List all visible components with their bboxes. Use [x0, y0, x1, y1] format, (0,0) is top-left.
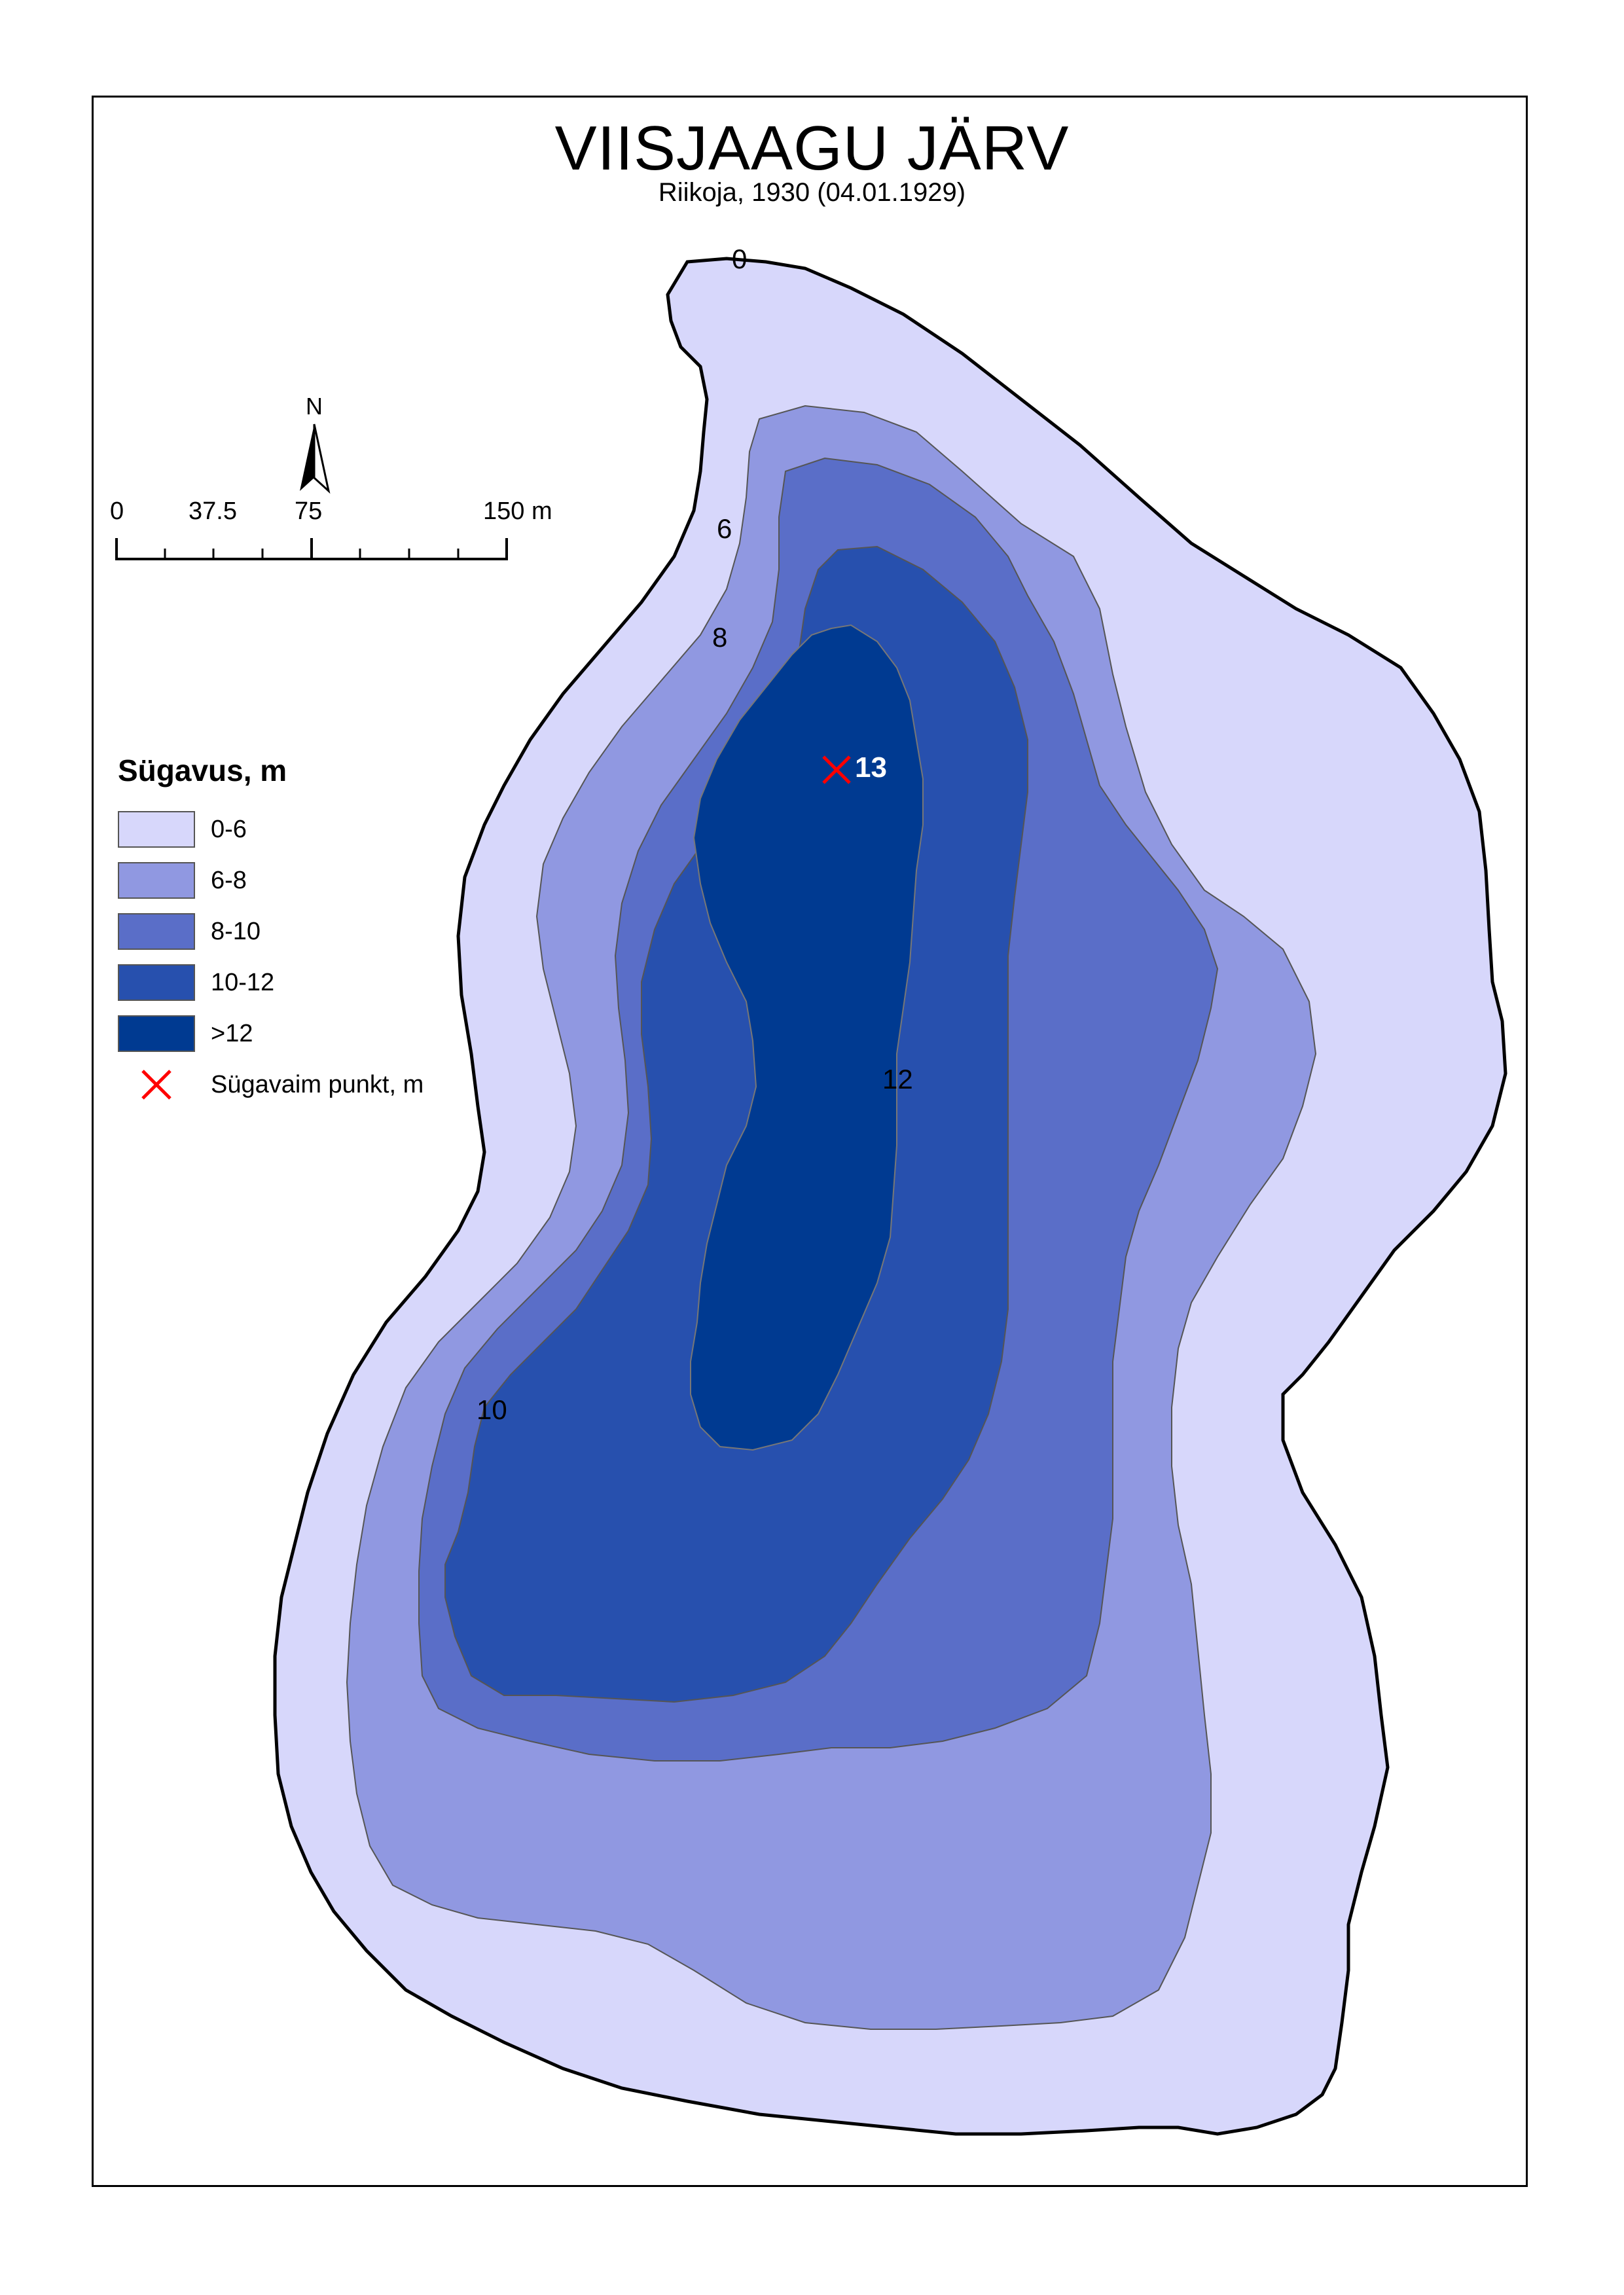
legend-label-0-6: 0-6: [211, 815, 247, 843]
contour-label-0: 0: [732, 244, 748, 274]
legend-swatch-over-12: [118, 1015, 195, 1052]
legend-item-deepest-point: Sügavaim punkt, m: [118, 1059, 511, 1110]
scale-tick-0: 0: [110, 497, 124, 525]
legend-label-deepest-point: Sügavaim punkt, m: [211, 1070, 424, 1098]
scale-tick-150: 150 m: [483, 497, 552, 525]
legend-label-over-12: >12: [211, 1019, 253, 1047]
contour-label-12: 12: [882, 1064, 913, 1094]
scale-bar-graphic: [115, 538, 508, 560]
legend-swatch-10-12: [118, 964, 195, 1001]
scale-bar: 0 37.5 75 150 m: [105, 497, 552, 569]
map-title: VIISJAAGU JÄRV: [554, 113, 1070, 183]
deepest-point-value: 13: [855, 751, 887, 784]
contour-label-6: 6: [717, 513, 732, 544]
map-subtitle: Riikoja, 1930 (04.01.1929): [658, 178, 966, 207]
legend-item-0-6: 0-6: [118, 804, 511, 855]
legend-swatch-6-8: [118, 862, 195, 899]
legend: Sügavus, m 0-6 6-8 8-10 10-12 >12 Sügava…: [118, 753, 511, 1110]
scale-tick-37-5: 37.5: [189, 497, 237, 525]
legend-title: Sügavus, m: [118, 753, 287, 787]
legend-label-8-10: 8-10: [211, 917, 261, 945]
legend-label-10-12: 10-12: [211, 968, 275, 996]
deepest-point-marker: [822, 755, 851, 784]
legend-item-6-8: 6-8: [118, 855, 511, 906]
legend-swatch-8-10: [118, 913, 195, 950]
north-label: N: [306, 393, 323, 420]
legend-item-over-12: >12: [118, 1008, 511, 1059]
legend-label-6-8: 6-8: [211, 866, 247, 894]
north-arrow-icon: [300, 424, 331, 494]
legend-swatch-0-6: [118, 811, 195, 848]
scale-tick-75: 75: [295, 497, 323, 525]
contour-label-8: 8: [712, 622, 728, 653]
legend-item-8-10: 8-10: [118, 906, 511, 957]
north-arrow: N: [288, 393, 340, 504]
contour-label-10: 10: [477, 1394, 507, 1425]
legend-deepest-point-icon: [118, 1066, 195, 1103]
legend-item-10-12: 10-12: [118, 957, 511, 1008]
depth-zone-over-12: [690, 624, 924, 1451]
